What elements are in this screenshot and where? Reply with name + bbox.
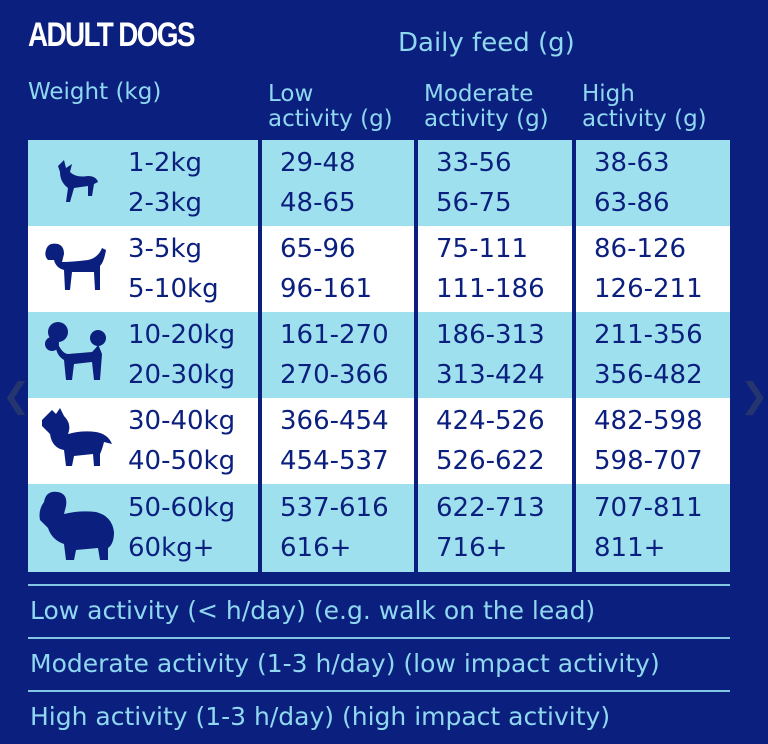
feed-value: 111-186 (436, 274, 545, 304)
high-activity-header-line-1: High (582, 81, 635, 107)
feed-value: 63-86 (594, 188, 670, 218)
feed-value: 811+ (594, 533, 666, 563)
weight-value: 10-20kg (128, 320, 236, 350)
table-row (28, 312, 730, 398)
weight-value: 50-60kg (128, 493, 236, 523)
table-row (28, 398, 730, 484)
low-activity-header-line-2: activity (g) (268, 106, 393, 132)
row-1-weights: 1-2kg 2-3kg (128, 143, 202, 223)
high-activity-header-line-2: activity (g) (582, 106, 707, 132)
row-3-moderate: 186-313 313-424 (436, 315, 545, 395)
feed-value: 707-811 (594, 493, 703, 523)
table-row (28, 140, 730, 226)
feed-value: 356-482 (594, 360, 703, 390)
feed-value: 366-454 (280, 406, 389, 436)
weight-column-header: Weight (kg) (28, 79, 162, 105)
divider (28, 637, 730, 639)
low-activity-header: Low activity (g) (268, 82, 393, 132)
feed-value: 537-616 (280, 493, 389, 523)
feed-value: 211-356 (594, 320, 703, 350)
row-4-weights: 30-40kg 40-50kg (128, 401, 235, 481)
feed-value: 186-313 (436, 320, 545, 350)
row-5-moderate: 622-713 716+ (436, 488, 545, 568)
feed-value: 482-598 (594, 406, 703, 436)
row-5-weights: 50-60kg 60kg+ (128, 488, 235, 568)
moderate-activity-header: Moderate activity (g) (424, 82, 549, 132)
feed-value: 126-211 (594, 274, 703, 304)
column-divider (258, 140, 262, 572)
row-5-low: 537-616 616+ (280, 488, 389, 568)
feed-value: 75-111 (436, 234, 529, 264)
feed-value: 616+ (280, 533, 352, 563)
feed-value: 56-75 (436, 188, 512, 218)
weight-value: 20-30kg (128, 360, 236, 390)
poodle-icon (45, 322, 106, 380)
row-4-moderate: 424-526 526-622 (436, 401, 545, 481)
feed-value: 622-713 (436, 493, 545, 523)
feed-value: 526-622 (436, 446, 545, 476)
weight-value: 2-3kg (128, 188, 203, 218)
weight-value: 5-10kg (128, 274, 219, 304)
weight-value: 30-40kg (128, 406, 236, 436)
feed-value: 65-96 (280, 234, 356, 264)
divider (28, 584, 730, 586)
beagle-icon (45, 243, 106, 290)
legend-moderate-activity: Moderate activity (1-3 h/day) (low impac… (30, 649, 660, 678)
newfoundland-icon (39, 491, 114, 560)
row-1-low: 29-48 48-65 (280, 143, 356, 223)
row-3-weights: 10-20kg 20-30kg (128, 315, 235, 395)
table-row (28, 226, 730, 312)
divider (28, 690, 730, 692)
low-activity-header-line-1: Low (268, 81, 314, 107)
feed-value: 454-537 (280, 446, 389, 476)
page-title: ADULT DOGS (28, 16, 195, 54)
row-2-high: 86-126 126-211 (594, 229, 703, 309)
chihuahua-icon (58, 160, 98, 202)
feed-value: 313-424 (436, 360, 545, 390)
row-3-low: 161-270 270-366 (280, 315, 389, 395)
feed-value: 424-526 (436, 406, 545, 436)
moderate-activity-header-line-1: Moderate (424, 81, 534, 107)
legend-low-activity: Low activity (< h/day) (e.g. walk on the… (30, 596, 596, 625)
row-1-moderate: 33-56 56-75 (436, 143, 512, 223)
feed-value: 270-366 (280, 360, 389, 390)
feed-value: 38-63 (594, 148, 670, 178)
row-4-high: 482-598 598-707 (594, 401, 703, 481)
row-2-low: 65-96 96-161 (280, 229, 372, 309)
collie-icon (42, 408, 112, 466)
feed-value: 716+ (436, 533, 508, 563)
daily-feed-heading: Daily feed (g) (398, 28, 575, 58)
weight-value: 3-5kg (128, 234, 203, 264)
row-2-weights: 3-5kg 5-10kg (128, 229, 219, 309)
weight-value: 60kg+ (128, 533, 215, 563)
feed-value: 96-161 (280, 274, 373, 304)
table-row (28, 484, 730, 572)
feed-value: 86-126 (594, 234, 687, 264)
row-2-moderate: 75-111 111-186 (436, 229, 545, 309)
feed-value: 48-65 (280, 188, 356, 218)
column-divider (414, 140, 418, 572)
chevron-left-icon[interactable]: ❮ (2, 376, 31, 416)
high-activity-header: High activity (g) (582, 82, 707, 132)
feed-value: 29-48 (280, 148, 356, 178)
row-4-low: 366-454 454-537 (280, 401, 389, 481)
legend-high-activity: High activity (1-3 h/day) (high impact a… (30, 702, 611, 731)
row-5-high: 707-811 811+ (594, 488, 703, 568)
row-3-high: 211-356 356-482 (594, 315, 703, 395)
chevron-right-icon[interactable]: ❯ (740, 376, 768, 416)
weight-value: 1-2kg (128, 148, 203, 178)
feed-value: 161-270 (280, 320, 389, 350)
moderate-activity-header-line-2: activity (g) (424, 106, 549, 132)
column-divider (572, 140, 576, 572)
weight-value: 40-50kg (128, 446, 236, 476)
feed-value: 598-707 (594, 446, 703, 476)
row-1-high: 38-63 63-86 (594, 143, 670, 223)
feed-value: 33-56 (436, 148, 512, 178)
